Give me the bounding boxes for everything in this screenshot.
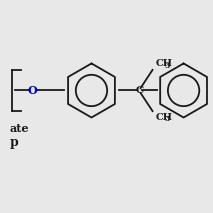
- Text: 3: 3: [164, 115, 169, 123]
- Text: C: C: [135, 86, 144, 95]
- Text: ate: ate: [9, 123, 29, 134]
- Text: CH: CH: [155, 59, 172, 68]
- Text: O: O: [27, 85, 37, 96]
- Text: 3: 3: [164, 62, 169, 70]
- Text: p: p: [9, 136, 18, 149]
- Text: CH: CH: [155, 113, 172, 122]
